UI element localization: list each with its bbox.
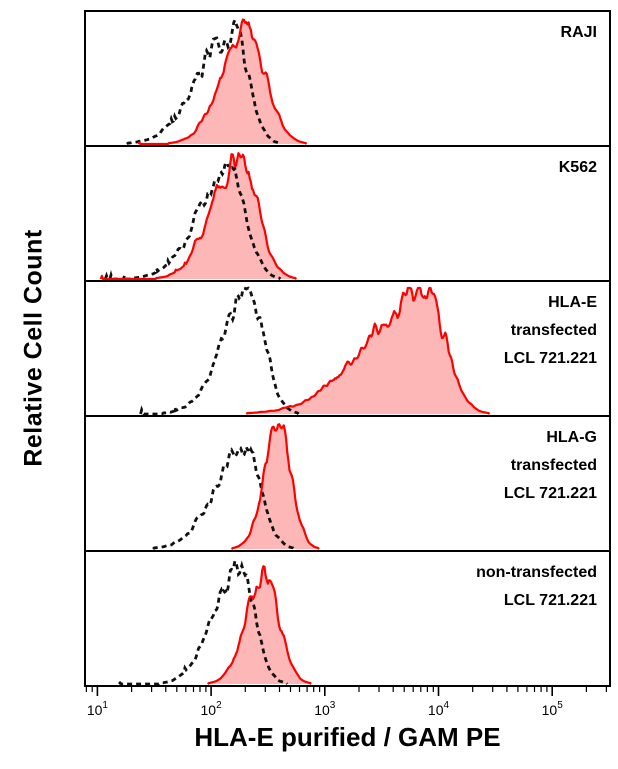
control-histogram-dashed-line xyxy=(118,558,289,685)
x-axis-tick-label: 103 xyxy=(314,700,336,718)
sample-histogram-fill xyxy=(246,288,490,414)
control-histogram-dashed-line xyxy=(126,16,282,145)
panel-label-line: HLA-G xyxy=(546,429,597,446)
sample-histogram-line xyxy=(137,18,308,145)
panel-label-line: LCL 721.221 xyxy=(503,592,597,609)
panel-label-hla-e: HLA-E transfected LCL 721.221 xyxy=(504,289,597,373)
panel-label-line: transfected xyxy=(510,457,597,474)
sample-histogram-fill xyxy=(207,566,312,684)
sample-histogram-line xyxy=(207,565,312,685)
x-axis-tick-label: 105 xyxy=(542,700,564,718)
x-axis-tick-label: 104 xyxy=(428,700,450,718)
histogram-plot-raji xyxy=(126,16,308,145)
x-axis-label: HLA-E purified / GAM PE xyxy=(194,722,501,752)
x-axis-tick-label: 102 xyxy=(201,700,223,718)
control-histogram-dashed-line xyxy=(139,286,300,415)
histogram-plot-k562 xyxy=(99,152,298,280)
panel-label-line: transfected xyxy=(510,322,597,339)
panel-hla-g-transfected: HLA-G transfected LCL 721.221 xyxy=(86,417,609,552)
sample-histogram-fill xyxy=(100,153,297,279)
panel-label-k562: K562 xyxy=(559,154,597,182)
x-axis: 101 102 103 104 105 xyxy=(85,687,608,718)
panel-label-line: RAJI xyxy=(560,24,597,41)
sample-histogram-line xyxy=(230,423,320,550)
sample-histogram-line xyxy=(245,286,491,415)
sample-histogram-line xyxy=(99,152,298,280)
panel-non-transfected: non-transfected LCL 721.221 xyxy=(86,552,609,685)
panel-raji: RAJI xyxy=(86,12,609,147)
sample-histogram-fill xyxy=(138,19,307,145)
y-axis-label: Relative Cell Count xyxy=(19,229,48,467)
panel-label-line: LCL 721.221 xyxy=(503,485,597,502)
histogram-plot-hla-g xyxy=(152,423,320,550)
panel-label-non-transfected: non-transfected LCL 721.221 xyxy=(476,559,597,615)
control-histogram-dashed-line xyxy=(152,442,296,550)
panel-label-line: LCL 721.221 xyxy=(503,350,597,367)
sample-histogram-fill xyxy=(231,424,320,549)
histogram-plot-hla-e xyxy=(139,286,491,415)
panel-label-raji: RAJI xyxy=(561,19,597,47)
panel-k562: K562 xyxy=(86,147,609,282)
panel-label-line: HLA-E xyxy=(548,294,597,311)
x-axis-tick-label: 101 xyxy=(87,700,109,718)
histogram-panels: RAJI K562 HLA-E transfected LCL 721.221 … xyxy=(84,10,611,687)
panel-label-line: non-transfected xyxy=(476,564,597,581)
panel-label-hla-g: HLA-G transfected LCL 721.221 xyxy=(504,424,597,508)
panel-hla-e-transfected: HLA-E transfected LCL 721.221 xyxy=(86,282,609,417)
histogram-plot-non-transfected xyxy=(118,558,312,685)
panel-label-line: K562 xyxy=(558,159,597,176)
